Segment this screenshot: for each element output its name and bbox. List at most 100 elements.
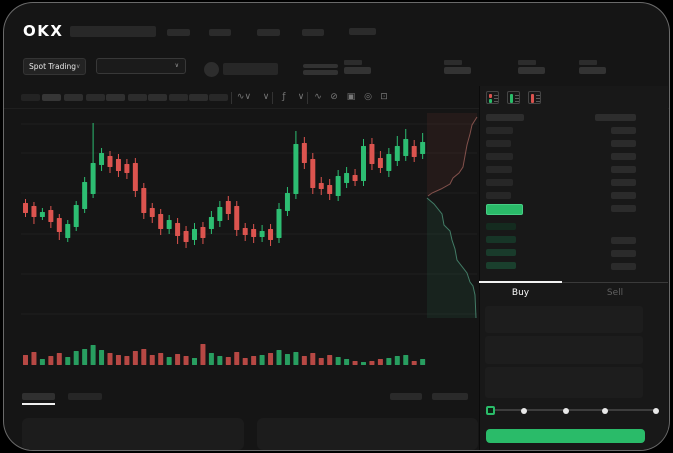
open-orders-panel: [22, 418, 244, 450]
chart-style-expand-icon[interactable]: ∨: [262, 92, 270, 102]
drawing-tool-icon[interactable]: ⊘: [330, 92, 338, 102]
gridlines-layer: [21, 123, 477, 315]
coin-icon: [204, 62, 219, 77]
order-price-field[interactable]: [485, 306, 643, 333]
panel-divider: [479, 86, 480, 450]
ticker-stat-value: [579, 67, 606, 74]
last-price-bar: [486, 204, 523, 215]
ask-row[interactable]: [486, 179, 513, 186]
candles-layer: [23, 123, 426, 248]
line-tool-icon[interactable]: ∿: [314, 92, 322, 102]
slider-stop-dot[interactable]: [563, 408, 569, 414]
table-action-button[interactable]: [390, 393, 422, 400]
amount-slider-track[interactable]: [490, 409, 656, 411]
nav-item[interactable]: [349, 28, 376, 35]
ticker-stat-label: [579, 60, 597, 65]
header-title-placeholder: [70, 26, 156, 37]
buy-tab-indicator: [479, 281, 562, 283]
order-total-field[interactable]: [485, 367, 643, 398]
bid-row[interactable]: [486, 236, 516, 243]
stat-line-placeholder: [303, 70, 338, 75]
timeframe-button[interactable]: [189, 94, 208, 101]
icon-detail: [494, 101, 498, 102]
nav-item[interactable]: [302, 29, 324, 36]
ask-row[interactable]: [486, 140, 511, 147]
settings-icon[interactable]: ◎: [364, 92, 372, 102]
fullscreen-icon[interactable]: ⊡: [380, 92, 388, 102]
icon-detail: [489, 99, 492, 103]
icon-detail: [489, 94, 492, 98]
timeframe-button[interactable]: [42, 94, 61, 101]
screenshot-icon[interactable]: ▣: [346, 92, 356, 102]
ticker-stat-value: [444, 67, 471, 74]
ask-amount-bar: [611, 166, 636, 173]
amount-slider-handle[interactable]: [486, 406, 495, 415]
app-window: OKX Spot Trading ∨ ∨ Buy Sell: [3, 2, 670, 451]
bid-row[interactable]: [486, 223, 516, 230]
orderbook-price-header: [486, 114, 524, 121]
positions-tab[interactable]: [22, 393, 55, 400]
stat-line-placeholder: [303, 64, 338, 68]
market-type-selector[interactable]: Spot Trading ∨: [23, 58, 86, 75]
depth-overlay: [426, 113, 478, 319]
ticker-stat-label: [518, 60, 536, 65]
toolbar-separator: [307, 92, 308, 104]
ask-amount-bar: [611, 192, 636, 199]
indicators-expand-icon[interactable]: ∨: [297, 92, 305, 102]
timeframe-button[interactable]: [209, 94, 228, 101]
chart-style-icon[interactable]: ∿∨: [236, 92, 252, 102]
nav-item[interactable]: [257, 29, 280, 36]
nav-item[interactable]: [167, 29, 190, 36]
ask-row[interactable]: [486, 166, 512, 173]
buy-submit-button[interactable]: [486, 429, 645, 443]
timeframe-button[interactable]: [106, 94, 125, 101]
icon-detail: [515, 95, 519, 96]
toolbar-separator: [272, 92, 273, 104]
orderbook-amount-header: [595, 114, 636, 121]
ask-row[interactable]: [486, 192, 511, 199]
icon-detail: [536, 95, 540, 96]
nav-item[interactable]: [209, 29, 231, 36]
bid-row[interactable]: [486, 249, 516, 256]
ask-row[interactable]: [486, 153, 513, 160]
ticker-stat-label: [344, 60, 362, 65]
book-split-view-icon[interactable]: [486, 91, 499, 104]
okx-logo: OKX: [23, 22, 64, 40]
history-tab[interactable]: [68, 393, 102, 400]
icon-detail: [515, 98, 519, 99]
positions-tab-indicator: [22, 403, 55, 405]
price-chart: [21, 113, 478, 365]
sell-tab[interactable]: Sell: [606, 288, 624, 298]
order-amount-field[interactable]: [485, 336, 643, 364]
market-type-label: Spot Trading: [29, 62, 76, 71]
icon-detail: [510, 94, 513, 103]
pair-selector[interactable]: ∨: [96, 58, 186, 74]
header-divider: [4, 108, 669, 109]
order-history-panel: [257, 418, 478, 450]
ticker-stat-value: [344, 67, 371, 74]
bid-amount-bar: [611, 237, 636, 244]
indicators-icon[interactable]: ƒ: [282, 92, 286, 102]
timeframe-button[interactable]: [21, 94, 40, 101]
timeframe-button[interactable]: [128, 94, 147, 101]
book-bids-view-icon[interactable]: [507, 91, 520, 104]
table-action-button[interactable]: [432, 393, 468, 400]
icon-detail: [536, 101, 540, 102]
ticker-stat-label: [444, 60, 462, 65]
slider-stop-dot[interactable]: [602, 408, 608, 414]
chevron-down-icon: ∨: [174, 62, 179, 69]
buy-tab[interactable]: Buy: [511, 288, 530, 298]
icon-detail: [531, 94, 534, 103]
timeframe-button[interactable]: [86, 94, 105, 101]
volume-layer: [23, 344, 426, 365]
timeframe-button[interactable]: [64, 94, 83, 101]
ask-row[interactable]: [486, 127, 513, 134]
slider-stop-dot[interactable]: [521, 408, 527, 414]
price-placeholder: [223, 63, 278, 75]
bid-amount-bar: [611, 263, 636, 270]
book-asks-view-icon[interactable]: [528, 91, 541, 104]
bid-row[interactable]: [486, 262, 516, 269]
slider-stop-dot[interactable]: [653, 408, 659, 414]
timeframe-button[interactable]: [148, 94, 167, 101]
timeframe-button[interactable]: [169, 94, 188, 101]
